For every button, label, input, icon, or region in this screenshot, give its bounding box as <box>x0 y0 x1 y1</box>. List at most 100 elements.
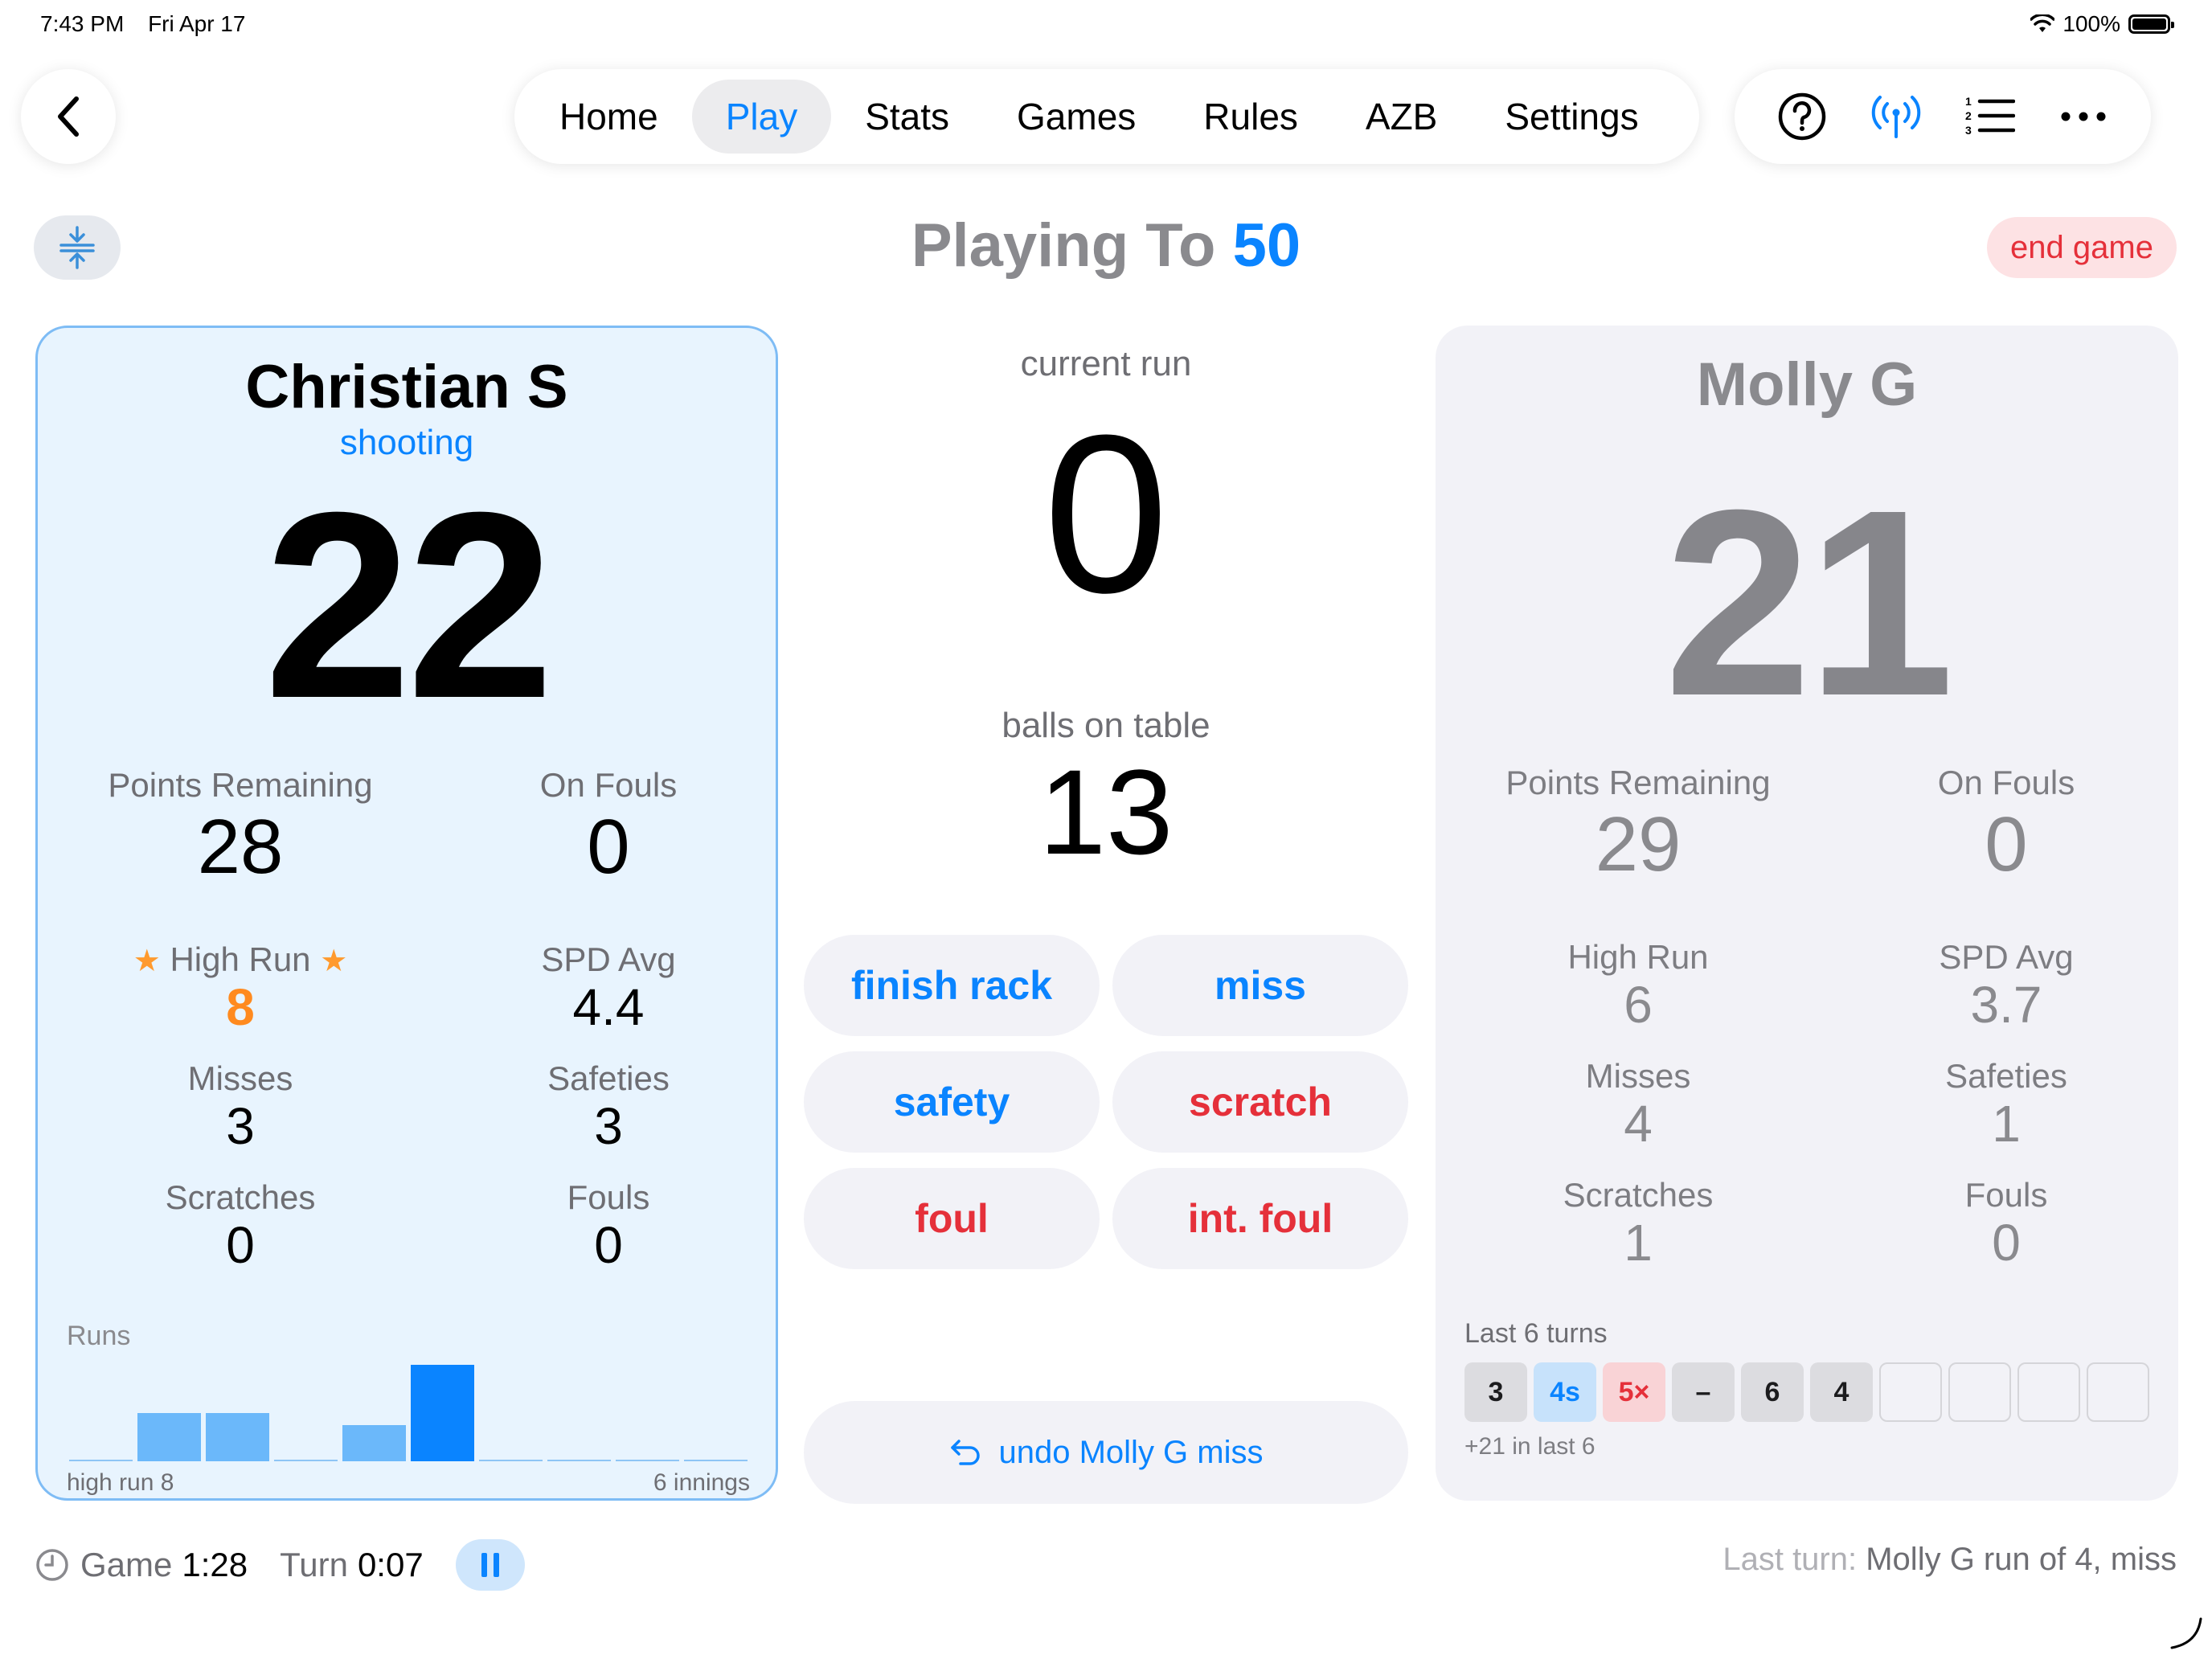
stat-on-fouls: On Fouls 0 <box>1837 764 2175 887</box>
player-score: 21 <box>1664 454 1954 751</box>
stat-points-remaining: Points Remaining 29 <box>1469 764 1807 887</box>
intentional-foul-button[interactable]: int. foul <box>1112 1168 1408 1269</box>
svg-text:1: 1 <box>1965 95 1972 108</box>
stat-value: 8 <box>226 978 255 1036</box>
numbered-list-button[interactable]: 1 2 3 <box>1957 84 2022 149</box>
player-score: 22 <box>264 457 554 753</box>
status-bar-left: 7:43 PM Fri Apr 17 <box>40 11 263 37</box>
last-turns-label: Last 6 turns <box>1464 1318 1608 1349</box>
balls-on-table-label: balls on table <box>1002 706 1210 745</box>
end-game-button[interactable]: end game <box>1987 217 2177 278</box>
collapse-button[interactable] <box>34 215 121 280</box>
stat-spd-avg: SPD Avg 4.4 <box>440 940 777 1035</box>
stat-label: Points Remaining <box>1505 764 1771 801</box>
stat-value: 3 <box>594 1097 623 1155</box>
back-button[interactable] <box>21 69 116 164</box>
help-icon <box>1779 92 1826 141</box>
undo-button[interactable]: undo Molly G miss <box>804 1401 1408 1504</box>
resize-corner-icon <box>2170 1617 2202 1649</box>
runs-innings: 6 innings <box>653 1469 750 1496</box>
turn-chip-6: 4 <box>1810 1362 1873 1422</box>
status-bar-right: 100% <box>2030 11 2174 37</box>
stat-label: Points Remaining <box>108 766 373 804</box>
scratch-button[interactable]: scratch <box>1112 1051 1408 1153</box>
playing-to-label: Playing To <box>911 211 1216 280</box>
help-button[interactable] <box>1770 84 1834 149</box>
wifi-icon <box>2030 14 2055 32</box>
finish-rack-button[interactable]: finish rack <box>804 935 1100 1036</box>
balls-on-table-value: 13 <box>1038 744 1174 879</box>
player-status: shooting <box>339 423 474 462</box>
stat-fouls: Fouls 0 <box>440 1178 777 1273</box>
last-turns-summary: +21 in last 6 <box>1464 1433 1596 1460</box>
stat-spd-avg: SPD Avg 3.7 <box>1837 938 2175 1033</box>
stat-value: 0 <box>587 804 630 890</box>
tab-rules[interactable]: Rules <box>1203 96 1298 137</box>
turn-chip-2: 4s <box>1534 1362 1596 1422</box>
turn-chip-8 <box>1948 1362 2011 1422</box>
star-icon: ★ <box>133 944 161 978</box>
playing-to-title: Playing To 50 <box>0 211 2212 281</box>
target-score: 50 <box>1232 211 1301 280</box>
svg-text:2: 2 <box>1965 109 1972 122</box>
battery-icon <box>2128 14 2174 34</box>
stat-label: On Fouls <box>539 766 678 804</box>
stat-value: 3 <box>226 1097 255 1155</box>
stat-on-fouls: On Fouls 0 <box>440 766 777 890</box>
more-icon <box>2061 112 2106 121</box>
last-turn-summary: Last turn: Molly G run of 4, miss <box>1722 1542 2177 1578</box>
toolbar: 1 2 3 <box>1735 69 2151 164</box>
stat-value: 0 <box>1992 1214 2021 1272</box>
turn-chip-3: 5× <box>1603 1362 1665 1422</box>
stat-scratches: Scratches 0 <box>72 1178 409 1273</box>
runs-chart-title: Runs <box>67 1321 131 1351</box>
runs-baseline <box>547 1460 611 1461</box>
tab-home[interactable]: Home <box>559 96 658 137</box>
undo-icon <box>950 1440 980 1465</box>
player-card-inactive[interactable]: Molly G 21 Points Remaining 29 On Fouls … <box>1436 326 2178 1501</box>
high-run-label: High Run <box>170 940 311 978</box>
stat-label: Misses <box>1585 1057 1691 1095</box>
safety-button[interactable]: safety <box>804 1051 1100 1153</box>
top-nav: Home Play Stats Games Rules AZB Settings <box>514 69 1699 164</box>
runs-bar-3 <box>206 1413 269 1461</box>
tab-settings[interactable]: Settings <box>1505 96 1639 137</box>
stat-value: 0 <box>594 1216 623 1274</box>
foul-button[interactable]: foul <box>804 1168 1100 1269</box>
game-timer-label: Game <box>80 1546 173 1583</box>
svg-text:3: 3 <box>1965 124 1972 137</box>
tab-stats[interactable]: Stats <box>865 96 950 137</box>
more-button[interactable] <box>2051 84 2116 149</box>
pause-icon <box>481 1553 499 1577</box>
current-run-label: current run <box>1020 344 1192 383</box>
turn-timer-label: Turn <box>280 1546 348 1583</box>
stat-label: Safeties <box>1945 1057 2067 1095</box>
turn-chip-5: 6 <box>1741 1362 1804 1422</box>
stat-value: 0 <box>1985 801 2028 887</box>
stat-misses: Misses 3 <box>72 1059 409 1154</box>
player-card-active[interactable]: Christian S shooting 22 Points Remaining… <box>35 326 778 1501</box>
stat-label: Fouls <box>1964 1176 2048 1214</box>
runs-high: high run 8 <box>67 1469 174 1496</box>
runs-bar-2 <box>137 1413 201 1461</box>
player-name: Christian S <box>245 353 568 421</box>
tab-azb[interactable]: AZB <box>1365 96 1438 137</box>
stat-label: Misses <box>187 1059 293 1097</box>
tab-games[interactable]: Games <box>1017 96 1137 137</box>
stat-high-run: ★ High Run ★ 8 <box>72 940 409 1035</box>
current-run-value: 0 <box>1043 389 1169 640</box>
broadcast-button[interactable] <box>1864 84 1928 149</box>
stat-label: SPD Avg <box>1939 938 2074 976</box>
stat-safeties: Safeties 1 <box>1837 1057 2175 1152</box>
runs-baseline <box>274 1460 338 1461</box>
runs-baseline <box>69 1460 133 1461</box>
stat-value: 29 <box>1595 801 1682 887</box>
turn-chip-7 <box>1879 1362 1942 1422</box>
pause-button[interactable] <box>455 1539 525 1591</box>
miss-button[interactable]: miss <box>1112 935 1408 1036</box>
tab-play[interactable]: Play <box>691 80 832 154</box>
runs-baseline <box>616 1460 679 1461</box>
stat-value: 0 <box>226 1216 255 1274</box>
stat-label: ★ High Run ★ <box>72 940 409 979</box>
undo-label: undo Molly G miss <box>998 1434 1264 1470</box>
